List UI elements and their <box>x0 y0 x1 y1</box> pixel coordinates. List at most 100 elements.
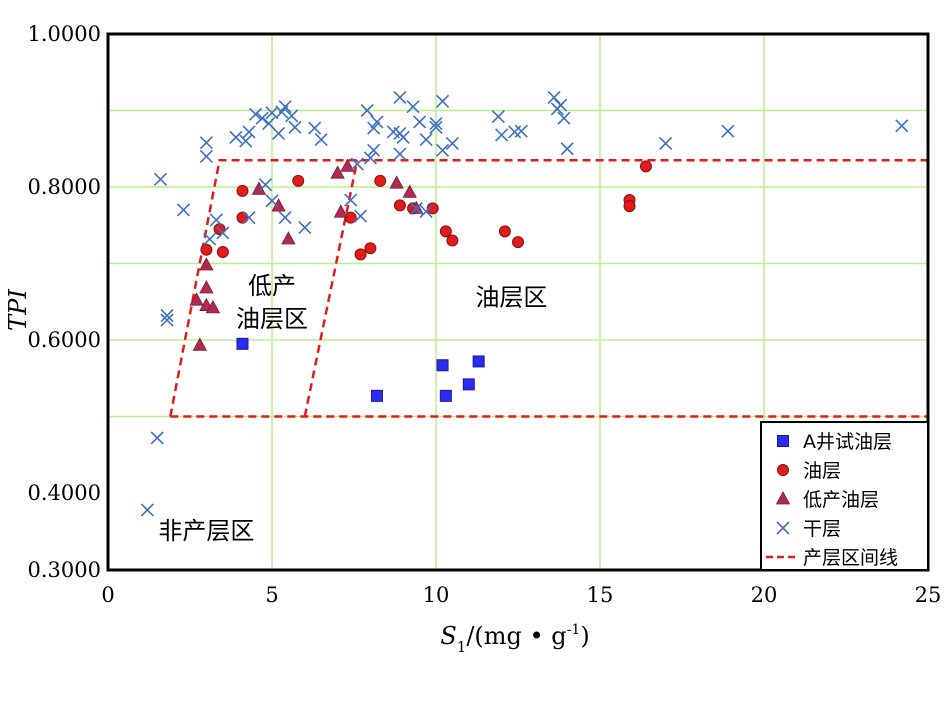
region-label: 非产层区 <box>158 517 254 545</box>
point-x <box>249 107 263 121</box>
point-x <box>370 115 384 129</box>
point-triangle <box>251 181 267 195</box>
boundary-line <box>169 158 928 417</box>
point-triangle <box>333 204 349 218</box>
point-x <box>288 120 302 134</box>
point-x <box>255 111 269 125</box>
point-x <box>199 136 213 150</box>
point-x <box>239 134 253 148</box>
point-x <box>514 124 528 138</box>
axis-tick-labels: 0 5 10 15 20 25 0.3000 0.4000 0.6000 0.8000 1.0000 <box>28 22 942 607</box>
point-x <box>413 115 427 129</box>
legend-label: 油层 <box>803 460 841 482</box>
point-circle <box>639 160 652 173</box>
point-circle <box>200 243 213 256</box>
point-x <box>396 130 410 144</box>
point-x <box>435 94 450 108</box>
point-x <box>659 136 673 150</box>
chart-series <box>140 90 928 517</box>
point-triangle <box>205 300 221 314</box>
point-square <box>236 337 249 350</box>
x-tick-label: 20 <box>751 583 778 607</box>
point-x <box>242 125 256 139</box>
point-circle <box>292 174 305 187</box>
point-x <box>216 226 230 240</box>
point-x <box>199 149 213 163</box>
region-label-line: 非产层区 <box>158 517 254 545</box>
x-tick-label: 15 <box>587 583 614 607</box>
point-triangle <box>192 337 208 351</box>
x-tick-label: 10 <box>423 583 450 607</box>
x-tick-label: 25 <box>915 583 942 607</box>
point-circle <box>393 199 406 212</box>
x-axis-label-sub: 1 <box>457 638 467 656</box>
point-circle <box>439 225 452 238</box>
point-x <box>160 308 174 323</box>
point-triangle <box>281 231 296 245</box>
x-axis-label-unit: /(mg • g <box>466 622 566 650</box>
point-x <box>445 136 459 150</box>
point-square <box>370 389 383 402</box>
point-x <box>560 142 574 156</box>
point-x <box>554 98 568 112</box>
y-tick-label: 1.0000 <box>28 22 101 46</box>
point-square <box>439 389 452 402</box>
point-circle <box>498 225 511 238</box>
point-x <box>314 133 328 147</box>
plot-frame <box>106 32 930 572</box>
point-triangle <box>330 165 345 179</box>
point-x <box>140 503 154 517</box>
x-axis-label-main: S <box>440 622 456 650</box>
point-triangle <box>199 257 214 271</box>
point-x <box>367 143 381 157</box>
point-x <box>419 204 433 219</box>
point-square <box>436 359 449 372</box>
point-circle <box>512 236 524 249</box>
point-circle <box>623 200 636 213</box>
x-axis-label-sup: -1 <box>567 622 581 638</box>
point-x <box>435 143 450 157</box>
region-label-line: 油层区 <box>475 284 547 312</box>
legend-label: 干层 <box>803 518 841 540</box>
point-x <box>344 193 358 207</box>
point-x <box>419 133 433 147</box>
point-circle <box>446 234 459 247</box>
region-label: 油层区 <box>475 284 547 312</box>
point-x <box>429 120 443 134</box>
point-circle <box>426 202 439 215</box>
point-x <box>278 211 292 225</box>
legend-label: 低产油层 <box>803 489 879 511</box>
point-x <box>308 121 322 135</box>
point-triangle <box>402 184 417 198</box>
x-tick-label: 5 <box>265 583 278 607</box>
point-x <box>393 147 407 161</box>
point-x <box>242 211 256 225</box>
region-label-line: 油层区 <box>236 305 308 333</box>
y-tick-label: 0.6000 <box>28 328 101 352</box>
point-x <box>258 178 273 192</box>
point-x <box>363 151 377 165</box>
point-triangle <box>389 175 404 189</box>
point-square <box>472 355 485 368</box>
legend-swatch-x <box>776 521 790 535</box>
point-x <box>406 100 420 114</box>
point-x <box>353 209 368 223</box>
point-triangle <box>199 280 214 294</box>
y-tick-label: 0.4000 <box>28 481 101 505</box>
y-tick-label: 0.3000 <box>28 558 101 582</box>
point-x <box>495 128 509 142</box>
point-circle <box>374 174 387 187</box>
point-x <box>557 111 571 125</box>
legend-label: 产层区间线 <box>803 547 898 569</box>
point-triangle <box>340 158 355 172</box>
x-tick-label: 0 <box>101 583 114 607</box>
point-triangle <box>271 198 286 212</box>
point-x <box>150 431 164 445</box>
point-x <box>367 121 381 135</box>
point-x <box>278 100 292 114</box>
point-x <box>160 313 174 327</box>
point-x <box>393 90 407 105</box>
